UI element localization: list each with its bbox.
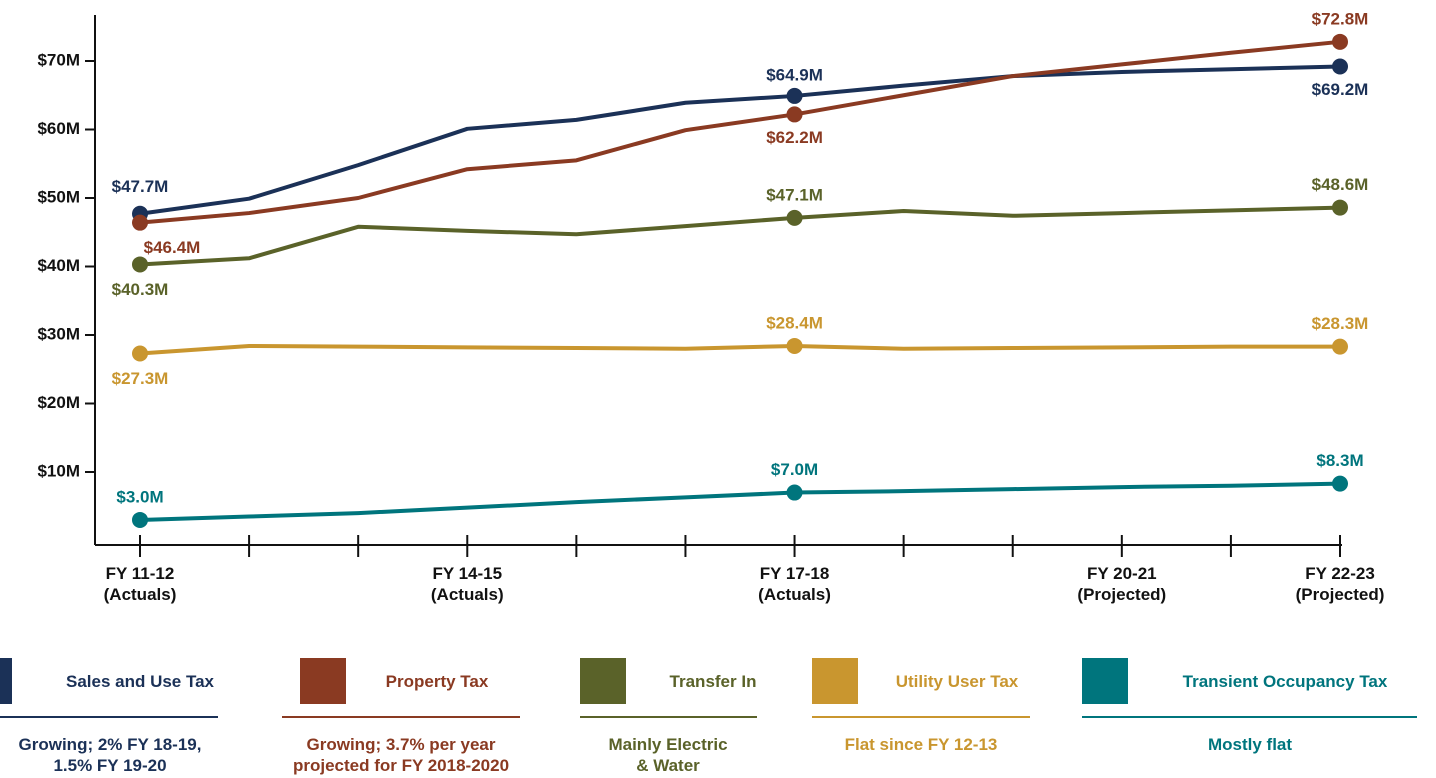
x-tick-label: FY 20-21 (Projected) xyxy=(1077,564,1167,604)
data-label: $28.4M xyxy=(766,313,823,332)
y-tick-label: $50M xyxy=(37,187,80,206)
point xyxy=(1332,33,1348,50)
data-label: $72.8M xyxy=(1312,9,1369,28)
data-label: $27.3M xyxy=(112,369,169,388)
point xyxy=(1332,199,1348,216)
point xyxy=(132,214,148,231)
legend-rule xyxy=(812,716,1030,718)
data-label: $46.4M xyxy=(144,238,201,257)
legend-note: Flat since FY 12-13 xyxy=(844,735,998,754)
legend-label: Utility User Tax xyxy=(895,672,1019,691)
y-tick-label: $20M xyxy=(37,393,80,412)
data-label: $47.7M xyxy=(112,177,169,196)
data-label: $48.6M xyxy=(1312,175,1369,194)
data-label: $64.9M xyxy=(766,65,823,84)
x-tick-label: FY 11-12 (Actuals) xyxy=(103,564,177,604)
legend-note: Growing; 3.7% per year projected for FY … xyxy=(292,735,510,775)
legend-note: Mostly flat xyxy=(1207,735,1293,754)
legend-rule xyxy=(1082,716,1417,718)
series-line xyxy=(139,64,1341,216)
data-label: $7.0M xyxy=(771,460,818,479)
point xyxy=(1332,475,1348,492)
point xyxy=(786,209,803,226)
series-line xyxy=(139,205,1341,267)
point xyxy=(1332,338,1348,355)
data-label: $8.3M xyxy=(1316,451,1363,470)
data-label: $69.2M xyxy=(1312,80,1369,99)
y-tick-label: $70M xyxy=(37,50,80,69)
legend-note: Mainly Electric & Water xyxy=(608,735,728,775)
data-label: $3.0M xyxy=(116,487,163,506)
data-label: $47.1M xyxy=(766,185,823,204)
legend-swatch xyxy=(300,658,346,704)
legend-label: Transient Occupancy Tax xyxy=(1182,672,1388,691)
data-label: $62.2M xyxy=(766,128,823,147)
y-tick-label: $40M xyxy=(37,256,80,275)
y-tick-label: $60M xyxy=(37,119,80,138)
data-label: $28.3M xyxy=(1312,314,1369,333)
legend-note: Growing; 2% FY 18-19, 1.5% FY 19-20 xyxy=(18,735,202,775)
x-tick-label: FY 14-15 (Actuals) xyxy=(430,564,504,604)
point xyxy=(132,256,148,273)
series-line xyxy=(139,343,1340,356)
legend-label: Sales and Use Tax xyxy=(65,672,215,691)
y-tick-label: $10M xyxy=(37,461,80,480)
legend-swatch xyxy=(812,658,858,704)
point xyxy=(786,337,803,354)
series-line xyxy=(139,39,1341,225)
y-tick-label: $30M xyxy=(37,324,80,343)
legend-rule xyxy=(282,716,520,718)
legend-rule xyxy=(0,716,218,718)
x-tick-label: FY 22-23 (Projected) xyxy=(1295,564,1385,604)
data-label: $40.3M xyxy=(112,280,169,299)
point xyxy=(132,345,148,362)
legend-swatch xyxy=(580,658,626,704)
point xyxy=(1332,58,1348,75)
legend-rule xyxy=(580,716,757,718)
legend-swatch xyxy=(1082,658,1128,704)
series-line xyxy=(139,481,1341,522)
point xyxy=(786,484,803,501)
legend-label: Transfer In xyxy=(669,672,757,691)
legend-label: Property Tax xyxy=(385,672,489,691)
x-tick-label: FY 17-18 (Actuals) xyxy=(758,564,831,604)
point xyxy=(132,511,148,528)
point xyxy=(786,87,803,104)
legend-swatch xyxy=(0,658,12,704)
point xyxy=(786,106,803,123)
